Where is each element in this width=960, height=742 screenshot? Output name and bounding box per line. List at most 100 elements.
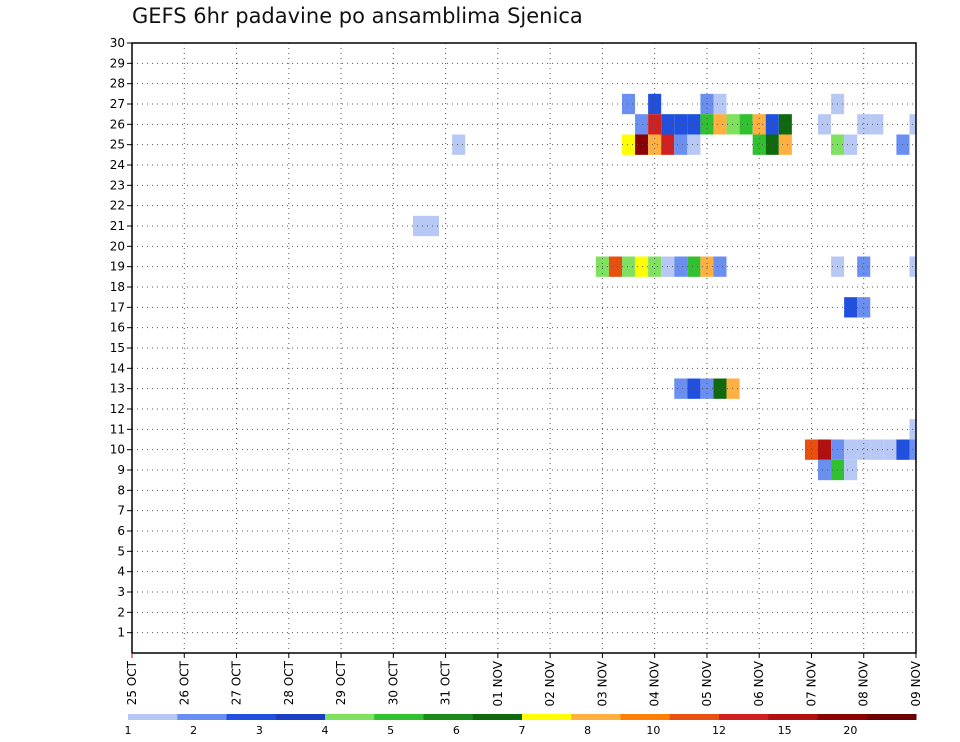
heatmap-cell <box>412 215 426 237</box>
legend-label: 3 <box>256 724 263 737</box>
heatmap-cell <box>818 439 832 460</box>
heatmap-cell <box>818 114 832 135</box>
x-tick-label: 04 NOV <box>648 660 662 706</box>
heatmap-cell <box>844 134 858 155</box>
heatmap-cell <box>452 134 466 155</box>
y-tick-label: 21 <box>110 219 125 233</box>
y-tick-label: 11 <box>110 422 125 436</box>
legend-swatch <box>128 714 178 720</box>
heatmap-cell <box>648 134 662 155</box>
y-tick-label: 8 <box>117 483 125 497</box>
y-tick-label: 18 <box>110 280 125 294</box>
heatmap-cell <box>648 256 662 277</box>
y-tick-label: 1 <box>117 626 125 640</box>
heatmap-cell <box>622 256 636 277</box>
y-tick-label: 4 <box>117 565 125 579</box>
heatmap-cell <box>726 114 740 135</box>
heatmap-cell <box>674 114 688 135</box>
heatmap-cell <box>870 439 884 460</box>
legend-swatch <box>866 714 917 720</box>
heatmap-cell <box>635 114 649 135</box>
chart-title: GEFS 6hr padavine po ansamblima Sjenica <box>132 4 583 28</box>
heatmap-cell <box>844 439 858 460</box>
legend-swatch <box>768 714 818 720</box>
heatmap-cell <box>857 114 871 135</box>
y-tick-label: 5 <box>117 544 125 558</box>
x-tick-label: 03 NOV <box>595 660 609 706</box>
heatmap-cell <box>844 297 858 318</box>
heatmap-cell <box>752 114 766 135</box>
x-axis: 25 OCT 26 OCT 27 OCT 28 OCT 29 OCT 30 OCT 31 O… <box>125 653 923 707</box>
legend-label: 10 <box>646 724 660 737</box>
y-tick-label: 27 <box>110 97 125 111</box>
legend-label: 8 <box>584 724 591 737</box>
heatmap-cell <box>857 256 871 277</box>
heatmap-cell <box>622 93 636 115</box>
heatmap-cell <box>635 134 649 155</box>
legend-label: 1 <box>125 724 132 737</box>
heatmap-cell <box>883 439 897 460</box>
legend-swatch <box>325 714 375 720</box>
heatmap-cell <box>700 256 714 277</box>
legend-swatch <box>719 714 769 720</box>
legend-swatch <box>423 714 474 720</box>
heatmap-cell <box>687 256 701 277</box>
y-tick-label: 13 <box>110 382 125 396</box>
y-tick-label: 16 <box>110 321 125 335</box>
y-tick-label: 6 <box>117 524 125 538</box>
color-legend: 1 2 3 4 5 6 7 8 10 12 15 20 <box>125 714 917 737</box>
heatmap-cell <box>608 256 622 277</box>
heatmap-cells <box>412 93 916 481</box>
heatmap-cell <box>778 114 792 135</box>
heatmap-cell <box>687 378 701 399</box>
heatmap-cell <box>674 134 688 155</box>
grid-lines <box>132 43 916 653</box>
heatmap-cell <box>674 256 688 277</box>
legend-swatch <box>472 714 523 720</box>
legend-swatch <box>177 714 227 720</box>
heatmap-cell <box>804 439 818 460</box>
legend-swatch <box>669 714 720 720</box>
x-tick-label: 08 NOV <box>857 660 871 706</box>
legend-swatch <box>817 714 868 720</box>
legend-swatch <box>275 714 326 720</box>
y-tick-label: 29 <box>110 56 125 70</box>
legend-swatch <box>374 714 424 720</box>
heatmap-cell <box>752 134 766 155</box>
y-tick-label: 23 <box>110 178 125 192</box>
heatmap-cell <box>713 93 727 115</box>
y-tick-label: 28 <box>110 77 125 91</box>
y-tick-label: 3 <box>117 585 125 599</box>
x-tick-label: 09 NOV <box>909 660 923 706</box>
heatmap-cell <box>818 459 832 481</box>
legend-label: 15 <box>778 724 792 737</box>
y-tick-label: 10 <box>110 443 125 457</box>
legend-swatch <box>620 714 671 720</box>
y-tick-label: 26 <box>110 117 125 131</box>
legend-swatch <box>571 714 621 720</box>
x-tick-label: 30 OCT <box>386 660 400 705</box>
x-tick-label: 25 OCT <box>125 660 139 705</box>
y-tick-label: 17 <box>110 300 125 314</box>
y-tick-label: 14 <box>110 361 125 375</box>
heatmap-cell <box>844 459 858 481</box>
x-tick-label: 27 OCT <box>230 660 244 705</box>
y-tick-label: 25 <box>110 138 125 152</box>
y-tick-label: 20 <box>110 239 125 253</box>
y-tick-label: 24 <box>110 158 125 172</box>
heatmap-cell <box>739 114 753 135</box>
plot-frame <box>131 42 917 654</box>
x-tick-label: 05 NOV <box>700 660 714 706</box>
y-tick-label: 7 <box>117 504 125 518</box>
y-axis: 1234567891011121314151617181920212223242… <box>110 36 132 640</box>
y-tick-label: 9 <box>117 463 125 477</box>
x-tick-label: 28 OCT <box>282 660 296 705</box>
heatmap-cell <box>778 134 792 155</box>
heatmap-cell <box>687 114 701 135</box>
y-tick-label: 2 <box>117 605 125 619</box>
x-tick-label: 07 NOV <box>804 660 818 706</box>
x-tick-label: 02 NOV <box>543 660 557 706</box>
x-tick-label: 26 OCT <box>177 660 191 705</box>
heatmap-cell <box>700 114 714 135</box>
legend-label: 6 <box>453 724 460 737</box>
